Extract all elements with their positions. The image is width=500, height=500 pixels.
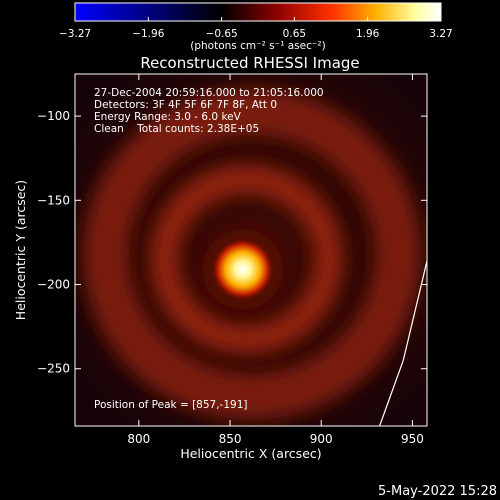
footer-timestamp: 5-May-2022 15:28	[378, 484, 497, 499]
colorbar-unit-label: (photons cm⁻² s⁻¹ asec⁻²)	[190, 40, 325, 52]
y-axis-label: Heliocentric Y (arcsec)	[13, 180, 28, 320]
chart-title: Reconstructed RHESSI Image	[140, 54, 359, 72]
y-tick-label: −250	[37, 362, 70, 376]
x-tick-label: 900	[310, 432, 333, 446]
colorbar: −3.27 −1.96 −0.65 0.65 1.96 3.27 (photons cm⁻…	[59, 2, 453, 52]
plot-frame	[74, 73, 428, 427]
colorbar-ticks: −3.27 −1.96 −0.65 0.65 1.96 3.27	[59, 17, 453, 40]
emission-ring-outer	[83, 88, 421, 420]
annotation-time: 27-Dec-2004 20:59:16.000 to 21:05:16.000	[94, 87, 324, 99]
colorbar-tick-label: 0.65	[283, 28, 306, 40]
colorbar-tick-label: 1.96	[356, 28, 380, 40]
y-tick-label: −100	[37, 109, 70, 123]
colorbar-tick-label: −3.27	[59, 28, 91, 40]
colorbar-tick-label: −0.65	[206, 28, 238, 40]
colorbar-tick-label: 3.27	[429, 28, 452, 40]
annotation-peak-position: Position of Peak = [857,-191]	[94, 399, 248, 411]
emission-ring-inner	[149, 164, 344, 355]
annotation-energy: Energy Range: 3.0 - 6.0 keV	[94, 111, 242, 123]
colorbar-gradient	[74, 2, 442, 22]
colorbar-tick-label: −1.96	[132, 28, 164, 40]
plot-area	[75, 74, 427, 426]
annotation-detectors: Detectors: 3F 4F 5F 6F 7F 8F, Att 0	[94, 99, 277, 111]
y-tick-label: −200	[37, 278, 70, 292]
axis-ticks: 800 850 900 950 −100 −150 −200 −250	[37, 74, 427, 446]
x-tick-label: 800	[127, 432, 150, 446]
x-axis-label: Heliocentric X (arcsec)	[180, 446, 321, 461]
annotation-clean: Clean Total counts: 2.38E+05	[94, 123, 259, 135]
annotations: 27-Dec-2004 20:59:16.000 to 21:05:16.000…	[94, 87, 324, 411]
x-tick-label: 850	[219, 432, 242, 446]
x-tick-label: 950	[401, 432, 424, 446]
solar-limb-line	[379, 260, 427, 426]
peak-source	[211, 238, 274, 301]
y-tick-label: −150	[37, 193, 70, 207]
